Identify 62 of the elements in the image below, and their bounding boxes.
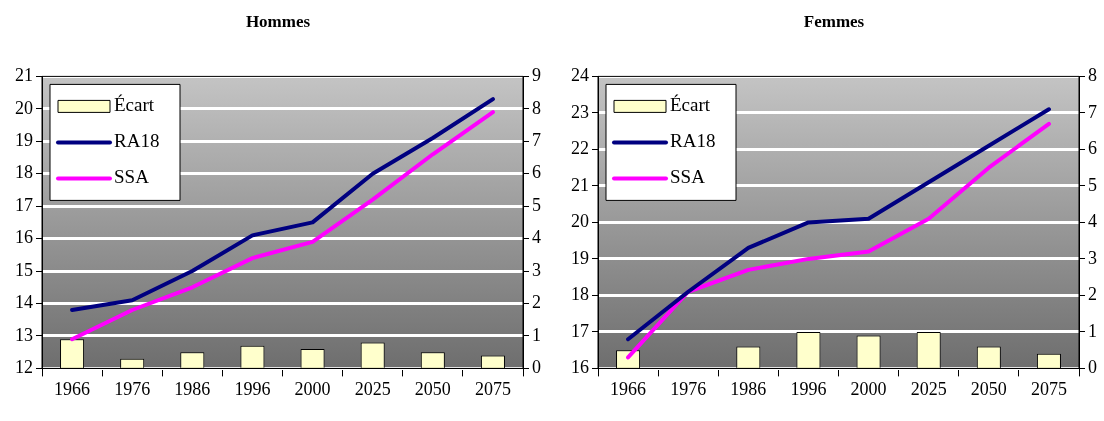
y2-tick-label: 2 — [1088, 284, 1097, 305]
x-tick-label: 1976 — [114, 378, 151, 399]
y-tick-label: 13 — [15, 324, 33, 345]
y2-tick-label: 4 — [1088, 211, 1097, 232]
x-tick-label: 1976 — [670, 378, 707, 399]
y2-tick-label: 6 — [1088, 138, 1097, 159]
y2-tick-label: 1 — [532, 324, 541, 345]
x-tick-label: 2075 — [1030, 378, 1067, 399]
legend-label: Écart — [114, 94, 155, 116]
y-tick-label: 14 — [15, 292, 33, 313]
x-tick-label: 2025 — [910, 378, 947, 399]
y-tick-label: 19 — [571, 247, 589, 268]
y-tick-label: 15 — [15, 259, 33, 280]
y2-tick-label: 1 — [1088, 320, 1097, 341]
y-tick-label: 16 — [15, 227, 33, 248]
y-tick-label: 17 — [15, 194, 33, 215]
legend-label: RA18 — [114, 130, 160, 152]
y2-tick-label: 7 — [532, 130, 541, 151]
y-tick-label: 20 — [571, 211, 589, 232]
y2-tick-label: 5 — [1088, 174, 1097, 195]
chart-title: Hommes — [245, 11, 311, 31]
x-tick-label: 2000 — [294, 378, 331, 399]
x-tick-label: 1966 — [54, 378, 91, 399]
y-tick-label: 20 — [15, 97, 33, 118]
legend-label: SSA — [670, 166, 706, 188]
chart-title: Femmes — [803, 11, 865, 31]
x-tick-label: 2000 — [850, 378, 887, 399]
legend-label: Écart — [670, 94, 711, 116]
x-tick-label: 1986 — [730, 378, 767, 399]
y-tick-label: 17 — [571, 320, 589, 341]
y2-tick-label: 5 — [532, 194, 541, 215]
y2-tick-label: 6 — [532, 162, 541, 183]
x-tick-label: 2075 — [474, 378, 511, 399]
y-tick-label: 24 — [571, 65, 589, 86]
y2-tick-label: 8 — [1088, 65, 1097, 86]
x-tick-label: 1996 — [790, 378, 827, 399]
y2-tick-label: 0 — [1088, 357, 1097, 378]
y-tick-label: 18 — [571, 284, 589, 305]
y-tick-label: 19 — [15, 130, 33, 151]
x-tick-label: 1986 — [174, 378, 211, 399]
x-tick-label: 2050 — [970, 378, 1007, 399]
y2-tick-label: 4 — [532, 227, 541, 248]
x-tick-label: 2050 — [414, 378, 451, 399]
x-tick-label: 2025 — [354, 378, 391, 399]
y-tick-label: 16 — [571, 357, 589, 378]
legend-label: RA18 — [670, 130, 716, 152]
y-tick-label: 21 — [15, 65, 33, 86]
legend-label: SSA — [114, 166, 150, 188]
y2-tick-label: 8 — [532, 97, 541, 118]
x-tick-label: 1996 — [234, 378, 271, 399]
y2-tick-label: 7 — [1088, 101, 1097, 122]
x-tick-label: 1966 — [610, 378, 647, 399]
y-tick-label: 18 — [15, 162, 33, 183]
y-tick-label: 12 — [15, 357, 33, 378]
y-tick-label: 22 — [571, 138, 589, 159]
y2-tick-label: 3 — [1088, 247, 1097, 268]
y2-tick-label: 2 — [532, 292, 541, 313]
y2-tick-label: 0 — [532, 357, 541, 378]
y2-tick-label: 3 — [532, 259, 541, 280]
y-tick-label: 21 — [571, 174, 589, 195]
y-tick-label: 23 — [571, 101, 589, 122]
y2-tick-label: 9 — [532, 65, 541, 86]
